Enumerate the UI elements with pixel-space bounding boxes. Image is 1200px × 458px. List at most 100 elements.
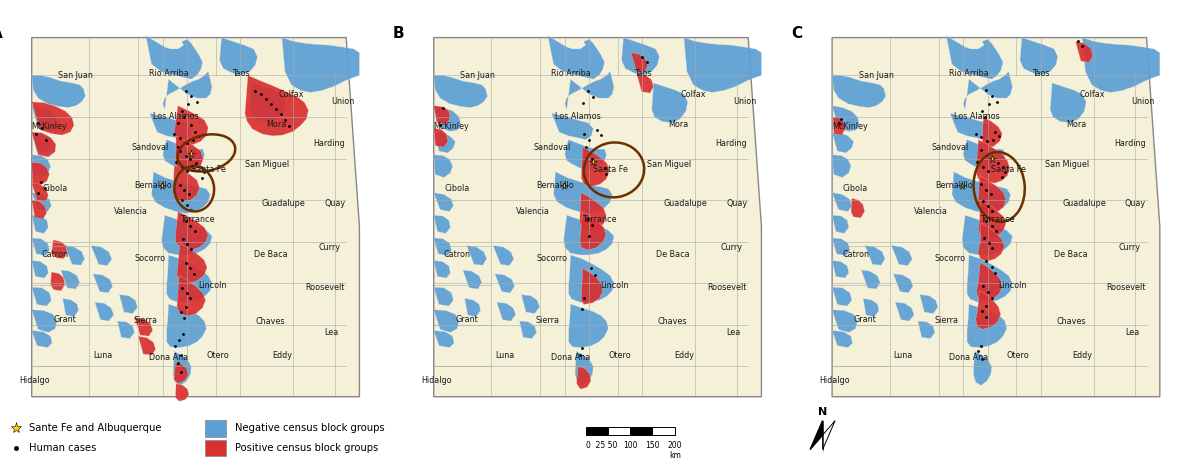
Polygon shape (433, 215, 450, 234)
Text: Union: Union (1132, 98, 1154, 106)
Polygon shape (220, 38, 257, 75)
Polygon shape (433, 132, 455, 153)
Text: Socorro: Socorro (935, 254, 966, 263)
Polygon shape (31, 331, 52, 348)
Polygon shape (967, 255, 1013, 302)
Polygon shape (962, 215, 1013, 255)
Text: McKinley: McKinley (31, 122, 67, 131)
Polygon shape (631, 53, 648, 72)
Text: Cibola: Cibola (444, 184, 469, 193)
Text: 0  25 50: 0 25 50 (586, 441, 617, 450)
Polygon shape (832, 287, 852, 306)
Text: Hidalgo: Hidalgo (820, 376, 850, 385)
Polygon shape (950, 113, 991, 140)
Polygon shape (522, 294, 540, 314)
Polygon shape (976, 140, 1009, 183)
Text: Bernalillo: Bernalillo (536, 181, 575, 190)
Polygon shape (893, 274, 913, 293)
Polygon shape (433, 38, 762, 397)
Polygon shape (497, 302, 516, 321)
Polygon shape (138, 336, 156, 355)
Polygon shape (162, 215, 212, 255)
Polygon shape (173, 165, 199, 202)
Text: Santa Fe: Santa Fe (991, 165, 1026, 174)
Text: Dona Ana: Dona Ana (949, 353, 989, 361)
Text: Otero: Otero (206, 351, 229, 360)
Text: Curry: Curry (318, 243, 340, 252)
Bar (586, 426, 608, 435)
Text: B: B (392, 26, 404, 41)
Text: Colfax: Colfax (680, 90, 706, 99)
Text: Cibola: Cibola (42, 184, 67, 193)
Text: Human cases: Human cases (29, 443, 96, 453)
Text: Taos: Taos (634, 69, 652, 78)
Polygon shape (175, 136, 203, 172)
Polygon shape (565, 140, 606, 170)
Polygon shape (31, 102, 74, 135)
Text: Luna: Luna (893, 351, 912, 360)
Polygon shape (977, 175, 1006, 214)
Polygon shape (163, 71, 212, 109)
Text: Grant: Grant (853, 315, 876, 324)
Polygon shape (964, 140, 1004, 170)
Polygon shape (464, 299, 480, 316)
Text: Grant: Grant (53, 315, 76, 324)
Polygon shape (967, 304, 1007, 348)
Polygon shape (92, 274, 113, 293)
Polygon shape (580, 212, 606, 250)
Polygon shape (118, 321, 134, 338)
Polygon shape (978, 200, 1006, 239)
Polygon shape (832, 192, 852, 212)
Polygon shape (569, 304, 608, 348)
Text: Valencia: Valencia (516, 207, 550, 216)
Text: Colfax: Colfax (278, 90, 304, 99)
Polygon shape (31, 200, 47, 219)
Text: Lea: Lea (727, 328, 740, 337)
Polygon shape (580, 192, 606, 231)
Text: Dona Ana: Dona Ana (149, 353, 188, 361)
Polygon shape (832, 38, 1160, 397)
Polygon shape (50, 272, 65, 291)
Polygon shape (947, 36, 1003, 79)
Text: Bernalillo: Bernalillo (935, 181, 973, 190)
Text: Chaves: Chaves (1056, 316, 1086, 326)
Text: Taos: Taos (1032, 69, 1050, 78)
Text: Eddy: Eddy (272, 351, 292, 360)
Bar (205, 440, 226, 456)
Text: A: A (0, 26, 2, 41)
Polygon shape (832, 215, 848, 234)
Polygon shape (569, 255, 614, 302)
Polygon shape (552, 113, 593, 140)
Polygon shape (520, 321, 536, 338)
Text: Luna: Luna (92, 351, 112, 360)
Text: Harding: Harding (715, 139, 748, 148)
Polygon shape (433, 287, 454, 306)
Text: De Baca: De Baca (655, 251, 690, 259)
Polygon shape (832, 261, 848, 278)
Text: Rio Arriba: Rio Arriba (949, 69, 989, 78)
Text: Harding: Harding (1114, 139, 1146, 148)
Text: McKinley: McKinley (433, 122, 469, 131)
Text: 150: 150 (646, 441, 660, 450)
Polygon shape (120, 294, 138, 314)
Polygon shape (31, 261, 48, 278)
Polygon shape (832, 155, 851, 177)
Text: Roosevelt: Roosevelt (708, 283, 748, 292)
Text: Chaves: Chaves (658, 316, 688, 326)
Text: Lea: Lea (1126, 328, 1139, 337)
Polygon shape (576, 366, 590, 389)
Text: Otero: Otero (1007, 351, 1030, 360)
Text: Los Alamos: Los Alamos (154, 113, 199, 121)
Polygon shape (575, 351, 593, 385)
Polygon shape (1020, 38, 1057, 75)
Text: Curry: Curry (720, 243, 742, 252)
Text: Lincoln: Lincoln (998, 281, 1026, 290)
Text: Mora: Mora (1067, 120, 1087, 129)
Text: Bernalillo: Bernalillo (134, 181, 173, 190)
Polygon shape (167, 304, 206, 348)
Polygon shape (895, 302, 914, 321)
Polygon shape (652, 83, 688, 123)
Polygon shape (31, 38, 360, 397)
Polygon shape (862, 270, 880, 289)
Text: Roosevelt: Roosevelt (1106, 283, 1146, 292)
